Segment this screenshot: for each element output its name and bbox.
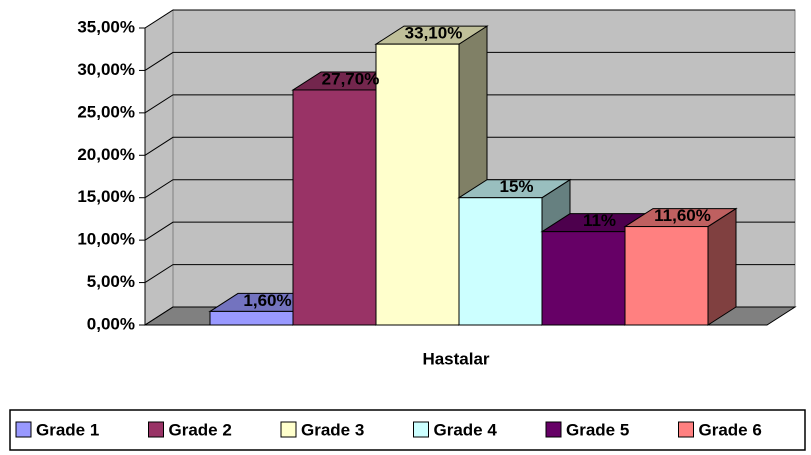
y-tick-label: 35,00%	[77, 17, 135, 36]
legend-swatch	[280, 421, 297, 438]
y-tick-label: 15,00%	[77, 187, 135, 206]
y-tick-label: 0,00%	[87, 314, 135, 333]
legend-swatch	[148, 421, 164, 438]
grid-line	[144, 9, 795, 29]
legend-box	[9, 409, 806, 451]
value-label: 27,70%	[322, 69, 380, 88]
y-tick-label: 30,00%	[77, 60, 135, 79]
bar	[624, 226, 709, 326]
bar	[375, 43, 460, 326]
grid-line	[144, 51, 795, 71]
value-label: 11%	[583, 211, 616, 230]
value-label: 15%	[499, 177, 533, 196]
y-tick-label: 5,00%	[87, 272, 135, 291]
value-label: 1,60%	[243, 291, 291, 310]
legend-swatch	[15, 421, 32, 438]
y-tick-label: 10,00%	[77, 230, 135, 249]
bar	[458, 197, 543, 326]
legend-label: Grade 5	[566, 420, 629, 439]
y-tick-label: 20,00%	[77, 145, 135, 164]
grid-line	[144, 179, 795, 199]
legend-swatch	[678, 421, 694, 438]
legend-label: Grade 1	[36, 420, 99, 439]
bar	[541, 231, 626, 326]
legend-label: Grade 2	[169, 420, 232, 439]
grid-line	[144, 136, 795, 156]
side-wall	[144, 9, 174, 326]
x-tick-label: Hastalar	[422, 349, 489, 368]
y-tick-label: 25,00%	[77, 102, 135, 121]
value-label: 11,60%	[654, 206, 711, 225]
legend-label: Grade 4	[434, 420, 498, 439]
legend-label: Grade 3	[301, 420, 364, 439]
bar	[292, 89, 377, 326]
legend-label: Grade 6	[699, 420, 762, 439]
legend-swatch	[545, 421, 562, 438]
grid-line	[144, 94, 795, 114]
bar	[209, 310, 294, 326]
bar-side	[707, 207, 737, 326]
legend-swatch	[413, 421, 429, 438]
value-label: 33,10%	[405, 24, 463, 43]
